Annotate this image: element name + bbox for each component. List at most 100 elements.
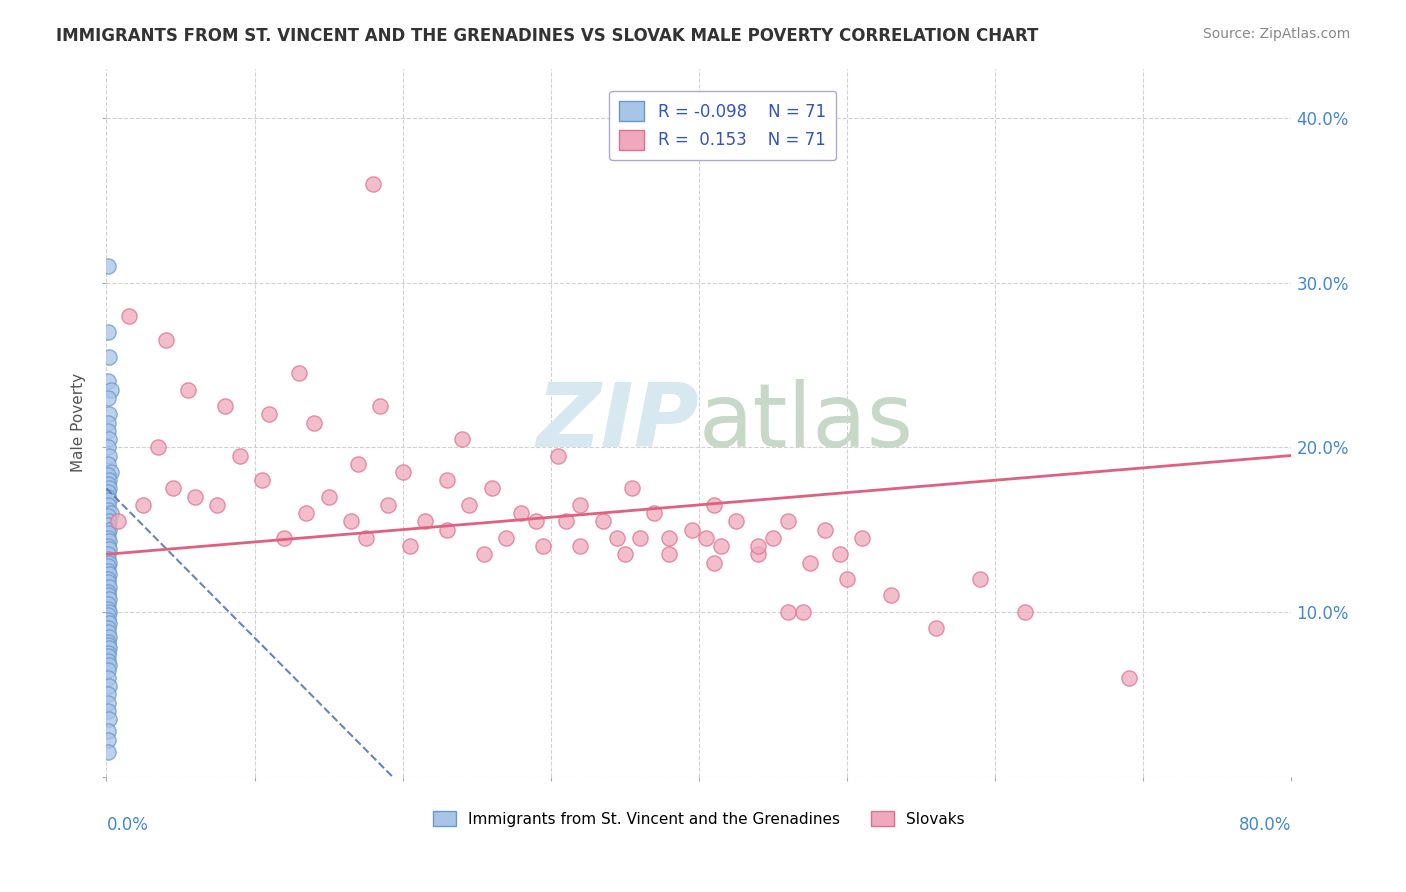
- Point: [98, 679, 121, 693]
- Point: [228, 449, 250, 463]
- Point: [288, 366, 311, 380]
- Point: [724, 515, 747, 529]
- Point: [97, 564, 120, 578]
- Point: [97, 671, 120, 685]
- Text: 80.0%: 80.0%: [1239, 815, 1292, 833]
- Point: [776, 515, 799, 529]
- Point: [97, 440, 120, 454]
- Point: [98, 408, 121, 422]
- Point: [295, 506, 318, 520]
- Point: [98, 515, 121, 529]
- Point: [377, 498, 399, 512]
- Point: [391, 465, 413, 479]
- Point: [98, 473, 121, 487]
- Point: [100, 506, 122, 520]
- Point: [97, 608, 120, 623]
- Point: [97, 575, 120, 590]
- Point: [97, 391, 120, 405]
- Point: [703, 556, 725, 570]
- Point: [97, 649, 120, 664]
- Text: ZIP: ZIP: [536, 379, 699, 467]
- Point: [747, 547, 769, 561]
- Point: [592, 515, 614, 529]
- Point: [97, 745, 120, 759]
- Point: [98, 350, 121, 364]
- Point: [97, 663, 120, 677]
- Point: [98, 482, 121, 496]
- Point: [97, 517, 120, 532]
- Point: [606, 531, 628, 545]
- Point: [413, 515, 436, 529]
- Point: [98, 616, 121, 631]
- Point: [547, 449, 569, 463]
- Point: [510, 506, 533, 520]
- Point: [354, 531, 377, 545]
- Point: [97, 723, 120, 738]
- Point: [799, 556, 821, 570]
- Point: [97, 704, 120, 718]
- Point: [703, 498, 725, 512]
- Point: [100, 465, 122, 479]
- Point: [98, 657, 121, 672]
- Point: [162, 482, 184, 496]
- Point: [97, 259, 120, 273]
- Point: [98, 432, 121, 446]
- Point: [569, 498, 592, 512]
- Point: [97, 539, 120, 553]
- Point: [97, 634, 120, 648]
- Point: [613, 547, 636, 561]
- Point: [340, 515, 363, 529]
- Point: [97, 572, 120, 586]
- Point: [628, 531, 651, 545]
- Point: [458, 498, 481, 512]
- Point: [98, 567, 121, 582]
- Point: [97, 613, 120, 627]
- Point: [97, 547, 120, 561]
- Point: [97, 696, 120, 710]
- Point: [97, 585, 120, 599]
- Point: [1014, 605, 1036, 619]
- Point: [97, 589, 120, 603]
- Point: [97, 654, 120, 668]
- Point: [710, 539, 733, 553]
- Point: [97, 601, 120, 615]
- Point: [98, 712, 121, 726]
- Point: [481, 482, 503, 496]
- Point: [214, 399, 236, 413]
- Point: [880, 589, 903, 603]
- Point: [643, 506, 665, 520]
- Point: [302, 416, 325, 430]
- Point: [273, 531, 295, 545]
- Point: [97, 325, 120, 339]
- Point: [97, 531, 120, 545]
- Point: [658, 547, 681, 561]
- Point: [107, 515, 129, 529]
- Point: [184, 490, 207, 504]
- Point: [695, 531, 717, 545]
- Point: [97, 638, 120, 652]
- Point: [98, 534, 121, 549]
- Point: [98, 449, 121, 463]
- Point: [835, 572, 858, 586]
- Point: [250, 473, 273, 487]
- Point: [814, 523, 837, 537]
- Point: [259, 408, 281, 422]
- Point: [969, 572, 991, 586]
- Point: [97, 646, 120, 660]
- Point: [97, 484, 120, 499]
- Point: [554, 515, 576, 529]
- Point: [97, 509, 120, 524]
- Point: [98, 523, 121, 537]
- Point: [97, 424, 120, 438]
- Point: [97, 476, 120, 491]
- Point: [347, 457, 370, 471]
- Point: [97, 733, 120, 747]
- Point: [524, 515, 547, 529]
- Text: IMMIGRANTS FROM ST. VINCENT AND THE GRENADINES VS SLOVAK MALE POVERTY CORRELATIO: IMMIGRANTS FROM ST. VINCENT AND THE GREN…: [56, 27, 1039, 45]
- Point: [97, 622, 120, 636]
- Point: [451, 432, 474, 446]
- Point: [828, 547, 851, 561]
- Point: [155, 333, 177, 347]
- Point: [132, 498, 155, 512]
- Point: [762, 531, 785, 545]
